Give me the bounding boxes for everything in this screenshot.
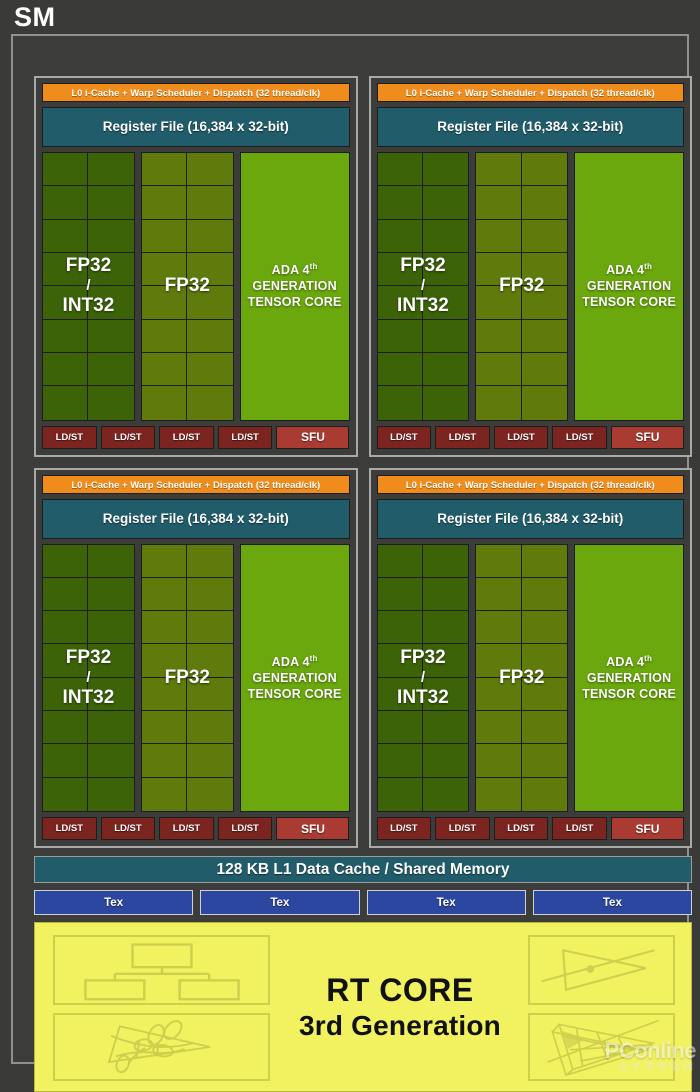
tensor-core-column: ADA 4th GENERATION TENSOR CORE: [574, 543, 684, 812]
ldst-unit: LD/ST: [376, 425, 432, 449]
ray-triangle-intersection-icon: [528, 935, 675, 1005]
tex-unit: Tex: [366, 890, 526, 915]
register-file-bar: Register File (16,384 x 32-bit): [42, 107, 350, 147]
tensor-line1-prefix: ADA 4: [271, 263, 310, 278]
partition-bottom-left: L0 i-Cache + Warp Scheduler + Dispatch (…: [34, 467, 358, 848]
ldst-unit: LD/ST: [435, 425, 490, 449]
fp32-int32-cell-grid: [376, 543, 470, 812]
foliage-triangle-icon: [53, 1013, 270, 1081]
tex-unit: Tex: [34, 890, 194, 915]
tensor-line2: GENERATION: [252, 279, 337, 294]
register-file-bar: Register File (16,384 x 32-bit): [42, 498, 350, 539]
fp32-int32-cell-grid: [42, 152, 135, 421]
l1-data-cache-bar: 128 KB L1 Data Cache / Shared Memory: [34, 856, 692, 883]
tensor-line3: TENSOR CORE: [582, 295, 677, 310]
tensor-line2: GENERATION: [586, 279, 672, 294]
ldst-sfu-row: LD/ST LD/ST LD/ST LD/ST SFU: [42, 425, 350, 449]
tensor-line3: TENSOR CORE: [247, 686, 342, 701]
ldst-unit: LD/ST: [552, 425, 607, 449]
tensor-line1-superscript: th: [644, 653, 653, 663]
ldst-unit: LD/ST: [376, 817, 432, 840]
ldst-unit: LD/ST: [100, 425, 156, 449]
tex-unit: Tex: [532, 890, 692, 915]
partition-bottom-right: L0 i-Cache + Warp Scheduler + Dispatch (…: [368, 467, 692, 848]
ldst-unit: LD/ST: [100, 817, 156, 840]
tex-unit: Tex: [200, 890, 360, 915]
register-file-bar: Register File (16,384 x 32-bit): [376, 498, 684, 539]
ldst-unit: LD/ST: [435, 817, 490, 840]
fp32-column: FP32: [140, 152, 234, 421]
tensor-core-box: ADA 4th GENERATION TENSOR CORE: [574, 152, 684, 421]
partition-top-left: L0 i-Cache + Warp Scheduler + Dispatch (…: [34, 76, 358, 457]
fp32-cell-grid: [475, 152, 569, 421]
ldst-unit: LD/ST: [217, 425, 273, 449]
ldst-unit: LD/ST: [493, 425, 549, 449]
ldst-unit: LD/ST: [493, 817, 549, 840]
sfu-unit: SFU: [276, 425, 350, 449]
tensor-core-box: ADA 4th GENERATION TENSOR CORE: [574, 543, 684, 812]
triangle-mesh-icon: [528, 1013, 675, 1081]
tensor-line3: TENSOR CORE: [247, 295, 342, 310]
tensor-line1-prefix: ADA 4: [271, 654, 310, 669]
fp32-column: FP32: [140, 543, 234, 812]
rt-core-block: RT CORE 3rd Generation: [34, 922, 692, 1092]
ldst-sfu-row: LD/ST LD/ST LD/ST LD/ST SFU: [42, 817, 350, 840]
partition-top-right: L0 i-Cache + Warp Scheduler + Dispatch (…: [368, 76, 692, 457]
tensor-core-column: ADA 4th GENERATION TENSOR CORE: [574, 152, 684, 421]
tensor-core-box: ADA 4th GENERATION TENSOR CORE: [239, 152, 350, 421]
tensor-line1-superscript: th: [644, 262, 653, 272]
fp32-int32-cell-grid: [376, 152, 470, 421]
bvh-tree-icon: [53, 935, 270, 1005]
tensor-core-column: ADA 4th GENERATION TENSOR CORE: [239, 543, 350, 812]
tensor-line1-superscript: th: [309, 653, 318, 663]
sfu-unit: SFU: [610, 817, 684, 840]
sm-frame: L0 i-Cache + Warp Scheduler + Dispatch (…: [11, 34, 692, 1092]
ldst-unit: LD/ST: [42, 425, 97, 449]
ldst-unit: LD/ST: [217, 817, 273, 840]
sfu-unit: SFU: [610, 425, 684, 449]
tex-unit-row: Tex Tex Tex Tex: [34, 890, 692, 915]
tensor-line2: GENERATION: [586, 670, 672, 685]
fp32-column: FP32: [475, 152, 569, 421]
tensor-line1-superscript: th: [309, 262, 318, 272]
warp-scheduler-bar: L0 i-Cache + Warp Scheduler + Dispatch (…: [42, 83, 350, 102]
sfu-unit: SFU: [276, 817, 350, 840]
fp32-int32-column: FP32 / INT32: [376, 152, 470, 421]
tensor-core-box: ADA 4th GENERATION TENSOR CORE: [239, 543, 350, 812]
warp-scheduler-bar: L0 i-Cache + Warp Scheduler + Dispatch (…: [376, 83, 684, 102]
fp32-cell-grid: [140, 543, 234, 812]
fp32-int32-cell-grid: [42, 543, 135, 812]
tensor-line3: TENSOR CORE: [582, 686, 677, 701]
rt-core-generation: 3rd Generation: [299, 1010, 501, 1042]
page-title: SM: [14, 2, 56, 32]
tensor-line1-prefix: ADA 4: [606, 654, 645, 669]
core-area: FP32 / INT32 FP32 ADA: [42, 543, 350, 812]
register-file-bar: Register File (16,384 x 32-bit): [376, 107, 684, 147]
ldst-sfu-row: LD/ST LD/ST LD/ST LD/ST SFU: [376, 817, 685, 840]
fp32-column: FP32: [475, 543, 569, 812]
warp-scheduler-bar: L0 i-Cache + Warp Scheduler + Dispatch (…: [376, 474, 684, 494]
tensor-line1-prefix: ADA 4: [606, 263, 645, 278]
fp32-int32-column: FP32 / INT32: [376, 543, 470, 812]
fp32-cell-grid: [140, 152, 234, 421]
rt-core-title: RT CORE: [326, 971, 474, 1008]
ldst-sfu-row: LD/ST LD/ST LD/ST LD/ST SFU: [376, 425, 685, 449]
fp32-int32-column: FP32 / INT32: [42, 543, 135, 812]
processing-block-partitions: L0 i-Cache + Warp Scheduler + Dispatch (…: [34, 76, 692, 848]
core-area: FP32 / INT32 FP32 ADA: [376, 152, 684, 421]
ldst-unit: LD/ST: [159, 425, 214, 449]
tensor-core-column: ADA 4th GENERATION TENSOR CORE: [239, 152, 350, 421]
fp32-cell-grid: [475, 543, 569, 812]
rt-core-label: RT CORE 3rd Generation: [280, 923, 520, 1091]
warp-scheduler-bar: L0 i-Cache + Warp Scheduler + Dispatch (…: [42, 474, 350, 494]
tensor-line2: GENERATION: [252, 670, 337, 685]
ldst-unit: LD/ST: [42, 817, 97, 840]
core-area: FP32 / INT32 FP32 ADA: [376, 543, 684, 812]
ldst-unit: LD/ST: [552, 817, 607, 840]
ldst-unit: LD/ST: [159, 817, 214, 840]
core-area: FP32 / INT32 FP32 ADA: [42, 152, 350, 421]
fp32-int32-column: FP32 / INT32: [42, 152, 135, 421]
